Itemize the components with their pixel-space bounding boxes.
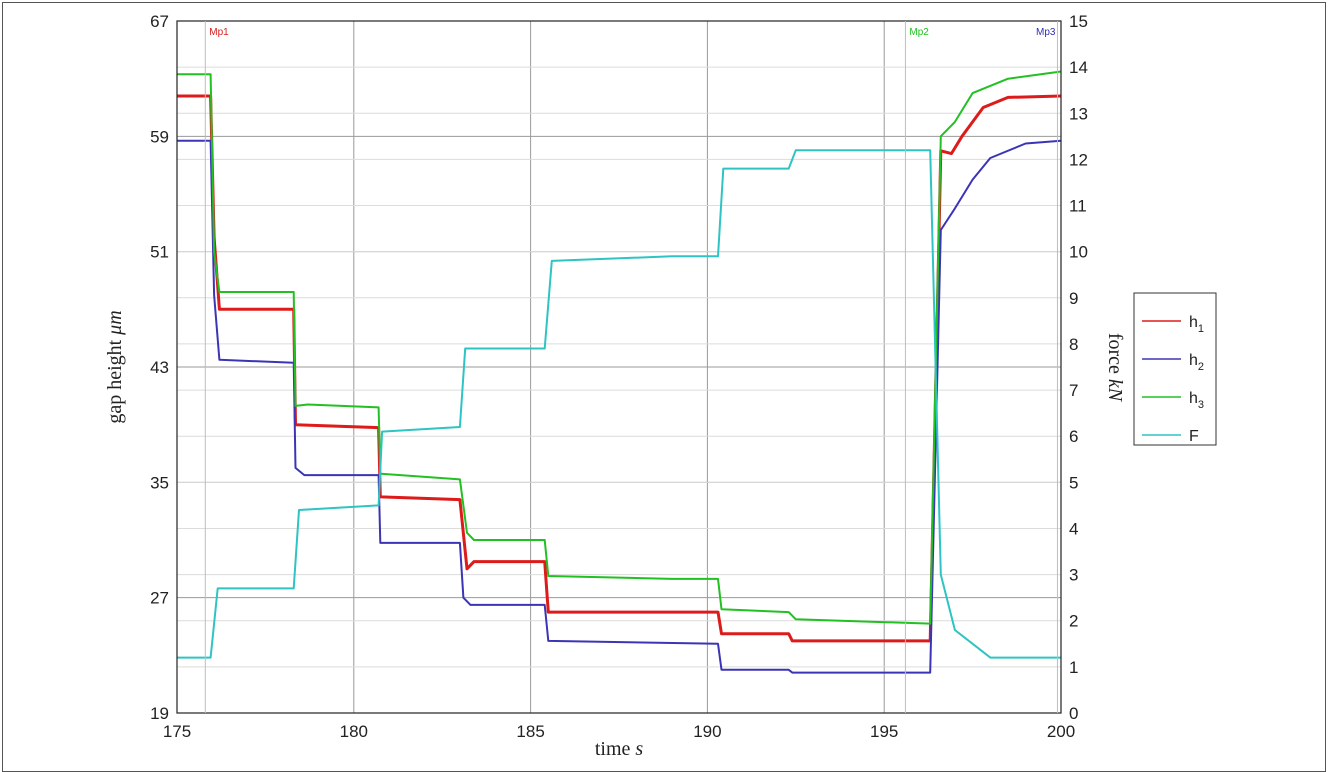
right-y-tick-label: 6	[1069, 427, 1078, 446]
left-y-axis-title: gap height μm	[104, 310, 126, 423]
chart-svg: Mp1 Mp2 Mp3 175 180 185 190 195 200192735435159…	[104, 12, 1217, 760]
right-y-axis-title: force kN	[1104, 333, 1126, 403]
grid-lines	[176, 20, 1062, 714]
left-y-tick-label: 51	[150, 243, 169, 262]
x-axis-title-unit: s	[635, 738, 643, 760]
legend: h1 h2 h3 F	[1133, 292, 1217, 446]
marker-group: Mp1 Mp2 Mp3	[204, 21, 1058, 713]
left-y-axis-title-unit: μm	[104, 310, 126, 335]
legend-entry-h3: h3	[1189, 390, 1204, 411]
right-y-axis-title-unit: kN	[1104, 379, 1126, 403]
right-y-axis-title-text: force	[1104, 333, 1126, 379]
x-tick-label: 200	[1047, 722, 1075, 741]
left-y-tick-label: 27	[150, 589, 169, 608]
legend-box	[1133, 292, 1217, 446]
marker-label: Mp2	[909, 27, 929, 38]
right-y-tick-label: 7	[1069, 381, 1078, 400]
legend-items: h1 h2 h3 F	[1142, 314, 1204, 445]
series-line-F	[177, 149, 1061, 659]
series-line-h3	[177, 70, 1062, 625]
left-y-tick-label: 19	[150, 704, 169, 723]
right-y-tick-label: 9	[1069, 289, 1078, 308]
right-y-tick-label: 13	[1069, 104, 1088, 123]
plot-area-border	[176, 20, 1062, 714]
right-y-tick-label: 10	[1069, 243, 1088, 262]
right-y-tick-label: 5	[1069, 473, 1078, 492]
series-line-h1	[177, 94, 1062, 643]
right-y-tick-label: 14	[1069, 58, 1088, 77]
left-y-tick-label: 43	[150, 358, 169, 377]
series-line-h2	[177, 139, 1062, 674]
right-y-tick-label: 15	[1069, 12, 1088, 31]
left-y-axis-title-text: gap height	[104, 335, 126, 424]
x-tick-label: 195	[870, 722, 898, 741]
legend-entry-h2: h2	[1189, 352, 1204, 373]
right-y-tick-label: 0	[1069, 704, 1078, 723]
right-y-tick-label: 3	[1069, 566, 1078, 585]
legend-entry-h1: h1	[1189, 314, 1204, 335]
x-tick-label: 185	[516, 722, 544, 741]
right-y-tick-label: 8	[1069, 335, 1078, 354]
legend-entry-F: F	[1189, 428, 1199, 445]
marker-label: Mp3	[1036, 27, 1056, 38]
x-tick-label: 180	[340, 722, 368, 741]
series-group	[177, 70, 1062, 674]
right-y-tick-label: 1	[1069, 658, 1078, 677]
x-tick-label: 175	[163, 722, 191, 741]
tick-labels: 175 180 185 190 195 2001927354351596701234567…	[150, 12, 1088, 741]
right-y-tick-label: 2	[1069, 612, 1078, 631]
marker-label: Mp1	[209, 27, 229, 38]
right-y-tick-label: 11	[1069, 197, 1087, 216]
x-axis-title-text: time	[595, 738, 636, 760]
x-tick-label: 190	[693, 722, 721, 741]
right-y-tick-label: 4	[1069, 519, 1078, 538]
right-y-tick-label: 12	[1069, 150, 1088, 169]
left-y-tick-label: 59	[150, 127, 169, 146]
left-y-tick-label: 35	[150, 473, 169, 492]
left-y-tick-label: 67	[150, 12, 169, 31]
x-axis-title: time s	[595, 738, 644, 760]
